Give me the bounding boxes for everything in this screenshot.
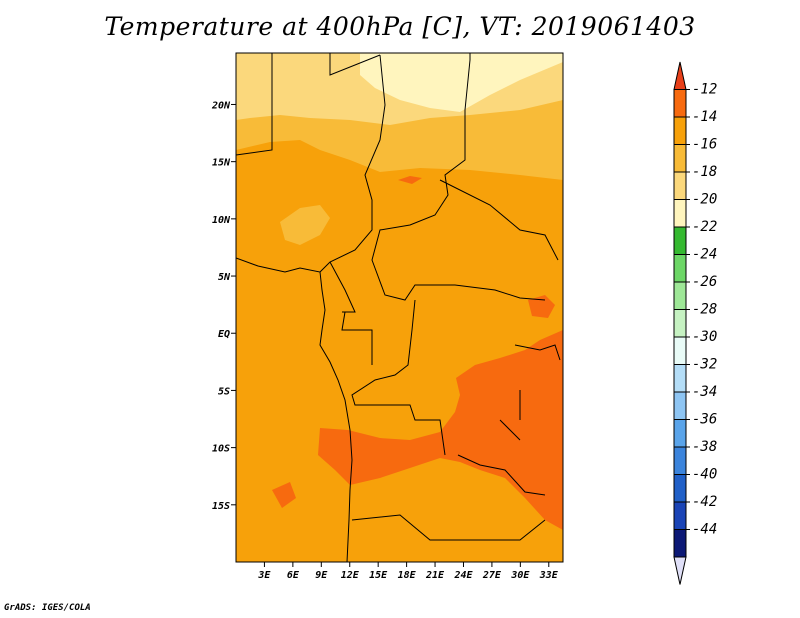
x-tick-label: 3E [257, 570, 271, 581]
y-tick-label: EQ [218, 329, 230, 340]
colorbar-swatch [673, 391, 687, 420]
colorbar-label: -42 [692, 494, 717, 510]
colorbar-label: -16 [692, 137, 717, 153]
y-axis: 20N 15N 10N 5N EQ 5S 10S 15S [211, 100, 236, 512]
colorbar-swatch [673, 336, 687, 365]
field-patch-minus14-to-minus12-sahel [398, 176, 422, 184]
y-tick-label: 5S [218, 386, 230, 397]
colorbar-label: -14 [692, 109, 717, 125]
colorbar-label: -30 [692, 329, 717, 345]
colorbar-swatch [673, 309, 687, 338]
border-lines [236, 53, 561, 541]
colorbar-swatch [673, 254, 687, 283]
colorbar-label: -18 [692, 164, 717, 180]
x-axis: 3E 6E 9E 12E 15E 18E 21E 24E 27E 30E 33E [257, 562, 559, 581]
field-patch-minus14-to-minus12-central [318, 330, 563, 530]
colorbar-swatch [673, 281, 687, 310]
map-boundaries [236, 53, 561, 562]
colorbar-swatch [673, 226, 687, 255]
colorbar-label: -20 [692, 192, 717, 208]
colorbar-swatch [673, 529, 687, 558]
colorbar-swatch [673, 144, 687, 173]
x-tick-label: 30E [510, 570, 530, 581]
x-tick-label: 24E [453, 570, 473, 581]
x-tick-label: 9E [315, 570, 328, 581]
temperature-field [236, 53, 563, 562]
colorbar-label: -26 [692, 274, 717, 290]
field-patch-minus16-to-minus18-nigeria [280, 205, 330, 245]
colorbar-swatch [673, 116, 687, 145]
plot-frame [235, 52, 564, 563]
coastline [236, 257, 353, 562]
y-tick-label: 10N [212, 215, 231, 226]
colorbar-label: -36 [692, 412, 717, 428]
x-tick-label: 33E [539, 570, 559, 581]
colorbar-swatch [673, 446, 687, 475]
colorbar-label: -22 [692, 219, 717, 235]
colorbar-label: -24 [692, 247, 717, 263]
colorbar-label: -28 [692, 302, 717, 318]
y-tick-label: 20N [211, 100, 231, 111]
y-tick-label: 5N [218, 272, 231, 283]
colorbar-label: -44 [692, 522, 717, 538]
y-tick-label: 15S [212, 501, 230, 512]
colorbar-swatch [673, 419, 687, 448]
colorbar-label: -12 [692, 82, 717, 98]
y-tick-label: 15N [212, 158, 231, 169]
field-band-minus20-to-minus22 [360, 53, 563, 112]
colorbar-bottom-triangle [673, 556, 687, 585]
colorbar-label: -40 [692, 467, 717, 483]
chart-title: Temperature at 400hPa [C], VT: 201906140… [104, 12, 696, 41]
x-tick-label: 27E [482, 570, 502, 581]
colorbar-label: -38 [692, 439, 717, 455]
colorbar-swatch [673, 501, 687, 530]
field-patch-minus14-to-minus12-sw [272, 482, 296, 508]
colorbar-label: -34 [692, 384, 717, 400]
colorbar-swatch [673, 171, 687, 200]
colorbar: -12 -14 -16 -18 -20 -22 -24 -26 -28 -30 -32 -34 -36 -… [673, 61, 717, 585]
grads-credit: GrADS: IGES/COLA [4, 603, 91, 613]
colorbar-swatch [673, 199, 687, 228]
x-tick-label: 12E [341, 570, 360, 581]
x-tick-label: 18E [398, 570, 417, 581]
field-patch-minus14-to-minus12-east [528, 295, 555, 318]
colorbar-swatch [673, 89, 687, 118]
x-tick-label: 21E [425, 570, 445, 581]
colorbar-top-triangle [673, 61, 687, 90]
x-tick-label: 6E [287, 570, 300, 581]
colorbar-label: -32 [692, 357, 717, 373]
colorbar-swatch [673, 364, 687, 393]
colorbar-swatch [673, 474, 687, 503]
x-tick-label: 15E [369, 570, 388, 581]
y-tick-label: 10S [212, 444, 230, 455]
